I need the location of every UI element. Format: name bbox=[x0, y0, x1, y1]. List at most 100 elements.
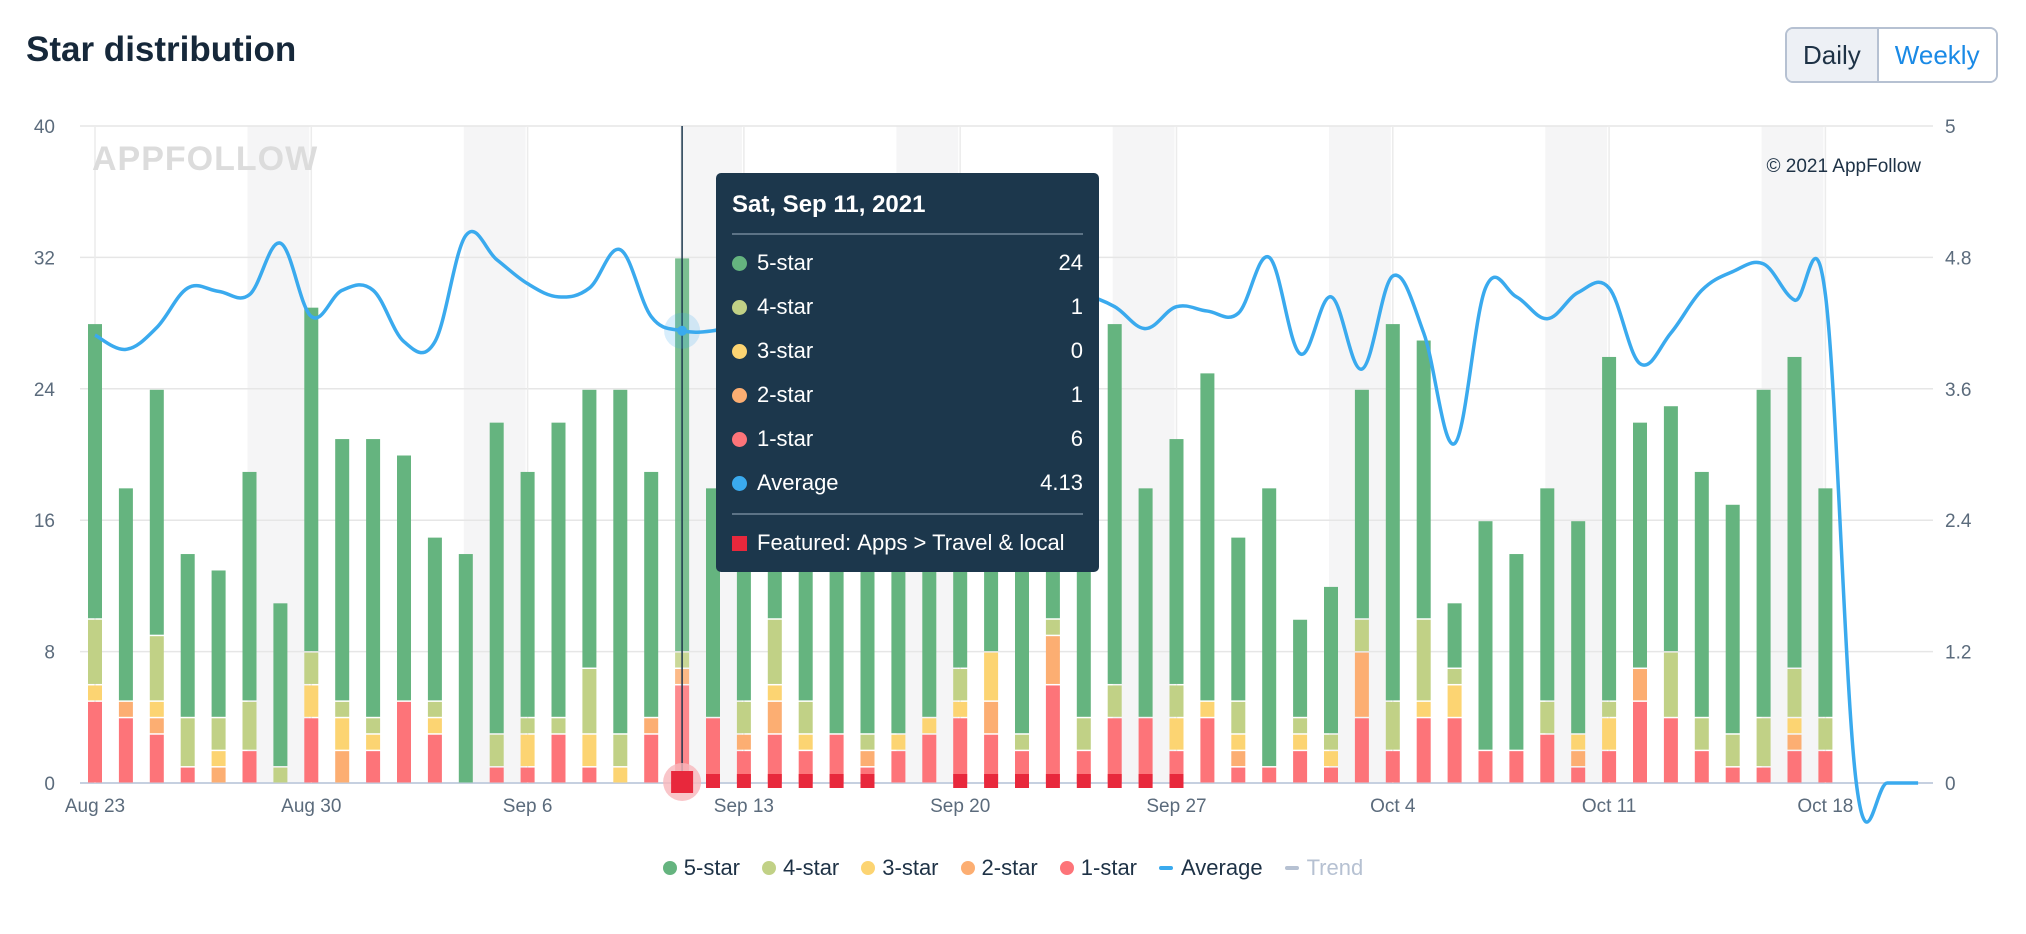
bar-segment-4-star[interactable] bbox=[1293, 718, 1308, 734]
bar-segment-3-star[interactable] bbox=[922, 718, 937, 734]
bar-segment-4-star[interactable] bbox=[860, 734, 875, 750]
bar-segment-1-star[interactable] bbox=[1725, 767, 1740, 783]
bar-segment-4-star[interactable] bbox=[1725, 734, 1740, 767]
bar-segment-4-star[interactable] bbox=[1169, 685, 1184, 717]
bar-segment-3-star[interactable] bbox=[984, 652, 999, 701]
bar-segment-2-star[interactable] bbox=[644, 718, 659, 734]
bar-segment-5-star[interactable] bbox=[551, 422, 566, 717]
featured-marker[interactable] bbox=[767, 774, 782, 788]
bar-segment-5-star[interactable] bbox=[1107, 324, 1122, 684]
bar-segment-5-star[interactable] bbox=[1509, 554, 1524, 750]
bar-segment-1-star[interactable] bbox=[953, 718, 968, 783]
average-point[interactable] bbox=[677, 325, 688, 336]
bar-segment-4-star[interactable] bbox=[613, 734, 628, 767]
bar-segment-4-star[interactable] bbox=[1756, 718, 1771, 767]
bar-segment-4-star[interactable] bbox=[366, 718, 381, 734]
bar-segment-1-star[interactable] bbox=[242, 751, 257, 783]
featured-marker[interactable] bbox=[671, 771, 694, 793]
bar-segment-5-star[interactable] bbox=[1416, 340, 1431, 619]
bar-segment-3-star[interactable] bbox=[1416, 701, 1431, 717]
bar-segment-2-star[interactable] bbox=[984, 701, 999, 734]
bar-segment-4-star[interactable] bbox=[211, 718, 226, 750]
bar-segment-5-star[interactable] bbox=[366, 439, 381, 717]
bar-segment-1-star[interactable] bbox=[366, 751, 381, 783]
bar-segment-1-star[interactable] bbox=[1138, 718, 1153, 783]
bar-segment-5-star[interactable] bbox=[1663, 406, 1678, 652]
daily-button[interactable]: Daily bbox=[1787, 29, 1879, 81]
bar-segment-1-star[interactable] bbox=[489, 767, 504, 783]
bar-segment-1-star[interactable] bbox=[1293, 751, 1308, 783]
bar-segment-5-star[interactable] bbox=[88, 324, 102, 619]
bar-segment-1-star[interactable] bbox=[180, 767, 195, 783]
bar-segment-3-star[interactable] bbox=[1602, 718, 1617, 750]
bar-segment-4-star[interactable] bbox=[520, 718, 535, 734]
bar-segment-3-star[interactable] bbox=[1571, 734, 1586, 750]
bar-segment-1-star[interactable] bbox=[1045, 685, 1060, 783]
bar-segment-4-star[interactable] bbox=[582, 669, 597, 734]
bar-segment-1-star[interactable] bbox=[922, 734, 937, 783]
bar-segment-3-star[interactable] bbox=[798, 734, 813, 750]
bar-segment-1-star[interactable] bbox=[1107, 718, 1122, 783]
bar-segment-1-star[interactable] bbox=[551, 734, 566, 783]
bar-segment-3-star[interactable] bbox=[211, 751, 226, 767]
bar-segment-5-star[interactable] bbox=[582, 389, 597, 668]
bar-segment-1-star[interactable] bbox=[1818, 751, 1833, 783]
bar-segment-5-star[interactable] bbox=[1602, 356, 1617, 701]
featured-marker[interactable] bbox=[953, 774, 968, 788]
bar-segment-1-star[interactable] bbox=[1478, 751, 1493, 783]
bar-segment-1-star[interactable] bbox=[1354, 718, 1369, 783]
bar-segment-5-star[interactable] bbox=[1787, 356, 1802, 668]
bar-segment-1-star[interactable] bbox=[1571, 767, 1586, 783]
bar-segment-2-star[interactable] bbox=[335, 751, 350, 783]
bar-segment-3-star[interactable] bbox=[767, 685, 782, 701]
bar-segment-4-star[interactable] bbox=[1540, 701, 1555, 734]
bar-segment-1-star[interactable] bbox=[1231, 767, 1246, 783]
bar-segment-5-star[interactable] bbox=[335, 439, 350, 701]
bar-segment-1-star[interactable] bbox=[706, 718, 720, 783]
bar-segment-4-star[interactable] bbox=[180, 718, 195, 767]
bar-segment-3-star[interactable] bbox=[1293, 734, 1308, 750]
featured-marker[interactable] bbox=[860, 774, 875, 788]
bar-segment-3-star[interactable] bbox=[366, 734, 381, 750]
bar-segment-5-star[interactable] bbox=[1478, 521, 1493, 750]
weekly-button[interactable]: Weekly bbox=[1878, 29, 1996, 81]
bar-segment-5-star[interactable] bbox=[489, 422, 504, 734]
bar-segment-3-star[interactable] bbox=[304, 685, 319, 717]
bar-segment-4-star[interactable] bbox=[736, 701, 751, 734]
featured-marker[interactable] bbox=[1045, 774, 1060, 788]
bar-segment-4-star[interactable] bbox=[489, 734, 504, 767]
bar-segment-1-star[interactable] bbox=[891, 751, 906, 783]
bar-segment-2-star[interactable] bbox=[736, 734, 751, 750]
featured-marker[interactable] bbox=[829, 774, 844, 788]
bar-segment-1-star[interactable] bbox=[304, 718, 319, 783]
bar-segment-1-star[interactable] bbox=[1540, 734, 1555, 783]
bar-segment-5-star[interactable] bbox=[149, 389, 164, 635]
bar-segment-1-star[interactable] bbox=[829, 734, 844, 783]
bar-segment-4-star[interactable] bbox=[1787, 669, 1802, 717]
bar-segment-4-star[interactable] bbox=[1045, 619, 1060, 635]
featured-marker[interactable] bbox=[706, 774, 720, 788]
bar-segment-2-star[interactable] bbox=[211, 767, 226, 783]
bar-segment-5-star[interactable] bbox=[1756, 389, 1771, 717]
bar-segment-4-star[interactable] bbox=[1076, 718, 1091, 750]
bar-segment-4-star[interactable] bbox=[1818, 718, 1833, 750]
bar-segment-3-star[interactable] bbox=[953, 701, 968, 717]
bar-segment-1-star[interactable] bbox=[1200, 718, 1215, 783]
bar-segment-3-star[interactable] bbox=[1787, 718, 1802, 734]
bar-segment-1-star[interactable] bbox=[397, 701, 411, 783]
bar-segment-3-star[interactable] bbox=[520, 734, 535, 767]
bar-segment-1-star[interactable] bbox=[644, 734, 659, 783]
bar-segment-1-star[interactable] bbox=[520, 767, 535, 783]
bar-segment-4-star[interactable] bbox=[1663, 652, 1678, 717]
bar-segment-5-star[interactable] bbox=[1818, 488, 1833, 717]
bar-segment-1-star[interactable] bbox=[1602, 751, 1617, 783]
bar-segment-4-star[interactable] bbox=[1416, 619, 1431, 701]
bar-segment-5-star[interactable] bbox=[1447, 603, 1462, 668]
featured-marker[interactable] bbox=[984, 774, 999, 788]
bar-segment-3-star[interactable] bbox=[1200, 701, 1215, 717]
bar-segment-5-star[interactable] bbox=[1231, 537, 1246, 701]
featured-marker[interactable] bbox=[1076, 774, 1091, 788]
bar-segment-3-star[interactable] bbox=[427, 718, 442, 734]
bar-segment-1-star[interactable] bbox=[1663, 718, 1678, 783]
bar-segment-2-star[interactable] bbox=[767, 701, 782, 734]
